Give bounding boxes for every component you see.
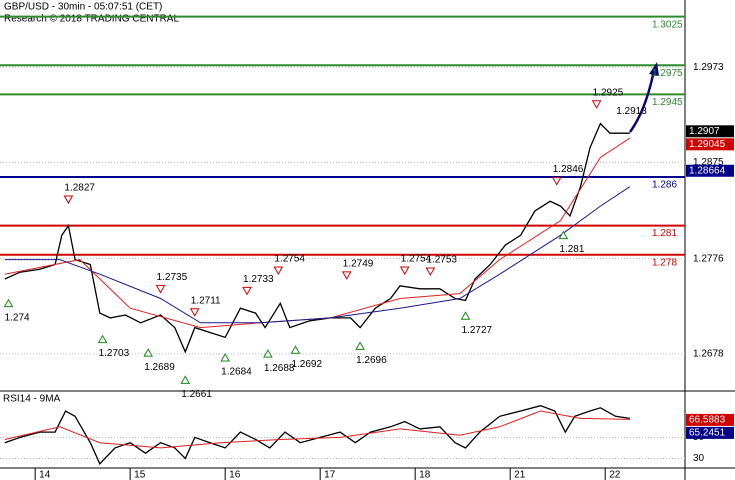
high-label: 1.2754 [274,254,305,265]
x-tick-label: 18 [419,470,431,480]
low-marker [558,230,569,240]
low-marker [220,353,231,362]
x-tick-label: 14 [39,470,51,480]
price-box [686,164,734,177]
high-label: 1.2753 [426,255,457,266]
y-tick-label: 1.2875 [693,157,724,168]
low-marker [97,334,108,344]
low-marker [460,311,471,320]
low-marker [355,341,365,350]
low-label: 1.2696 [356,355,387,366]
high-marker [425,267,436,276]
price-box-label: 65.2451 [689,428,726,439]
high-label: 1.2733 [243,274,274,285]
low-label: 1.2703 [99,348,130,359]
level-label: 1.3025 [652,19,683,30]
high-label: 1.2735 [157,272,188,283]
y-tick-label: 1.2678 [693,349,724,360]
high-marker [242,286,252,296]
projection-arrow [628,62,659,133]
note-label: 1.2913 [616,106,647,117]
high-marker [341,271,352,280]
high-label: 1.2754 [401,254,432,265]
price-box-label: 1.28664 [689,165,726,176]
arrow-head [649,62,659,76]
chart-subtitle: Research © 2018 TRADING CENTRAL [4,14,179,25]
y-tick-label: 30 [693,453,705,464]
high-marker [273,266,284,276]
high-label: 1.2925 [593,87,624,98]
series-line [4,410,630,449]
price-box [686,413,734,426]
high-marker [551,177,562,186]
price-box-label: 1.29045 [689,139,726,150]
low-marker [143,348,154,357]
price-box-label: 66.5883 [689,415,726,426]
low-label: 1.281 [559,244,584,255]
price-box-label: 1.2907 [689,126,720,137]
arrow-line [628,69,656,133]
high-label: 1.2749 [343,259,374,270]
y-tick-label: 1.2776 [693,253,724,264]
high-label: 1.2827 [64,183,95,194]
high-label: 1.2846 [553,164,584,175]
panel-label: RSI14 - 9MA [3,394,61,405]
series-line [4,137,631,329]
low-marker [290,345,301,354]
series-line [4,405,630,465]
high-marker [399,266,410,276]
low-marker [3,298,14,308]
chart-title: GBP/USD - 30min - 05:07:51 (CET) [4,2,162,13]
low-label: 1.2727 [462,325,493,336]
low-label: 1.2661 [181,389,212,400]
level-label: 1.278 [652,257,677,268]
low-marker [263,349,273,358]
high-label: 1.2711 [191,295,221,306]
x-tick-label: 15 [134,470,146,480]
level-label: 1.281 [652,228,677,239]
x-tick-label: 22 [609,470,621,480]
price-box [686,125,734,138]
low-label: 1.2684 [221,367,252,378]
high-marker [189,308,200,317]
high-marker [63,195,74,205]
high-marker [155,284,166,294]
low-label: 1.2692 [291,359,322,370]
level-label: 1.286 [652,180,677,191]
low-label: 1.2689 [144,362,175,373]
price-box [686,426,734,439]
y-tick-label: 1.2973 [693,62,724,73]
high-marker [591,100,602,109]
level-label: 1.2945 [652,97,683,108]
low-label: 1.2688 [264,363,295,374]
series-line [4,186,631,324]
x-tick-label: 16 [229,470,241,480]
low-marker [180,375,191,384]
x-tick-label: 21 [514,470,526,480]
x-tick-label: 17 [324,470,336,480]
price-box [686,138,734,151]
series-line [4,122,630,354]
level-label: 1.2975 [652,68,683,79]
low-label: 1.274 [5,312,30,323]
